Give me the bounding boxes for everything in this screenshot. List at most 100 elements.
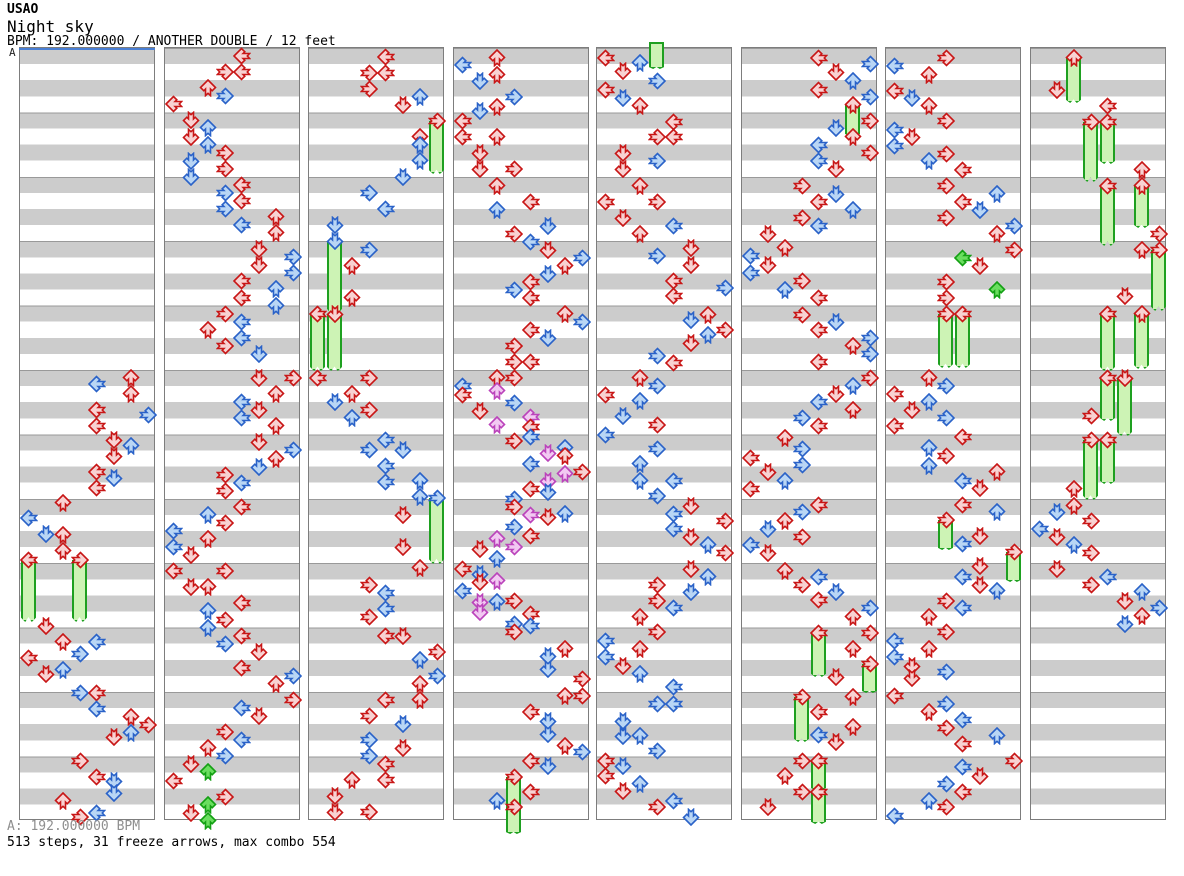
arrow-left-icon (453, 582, 472, 600)
arrow-up-icon (630, 455, 649, 473)
arrow-left-icon (741, 264, 760, 282)
arrow-left-icon (885, 385, 904, 403)
freeze-arrow-body (1083, 440, 1098, 500)
arrow-right-icon (647, 440, 666, 458)
arrow-left-icon (664, 217, 683, 235)
arrow-up-icon (53, 633, 72, 651)
arrow-right-icon (792, 440, 811, 458)
arrow-down-icon (538, 757, 557, 775)
arrow-left-icon (521, 506, 540, 524)
arrow-right-icon (936, 209, 955, 227)
arrow-left-icon (232, 63, 251, 81)
arrow-left-icon (664, 113, 683, 131)
section-bpm-text: A: 192.000000 BPM (7, 819, 141, 834)
arrow-right-icon (860, 624, 879, 642)
arrow-down-icon (758, 798, 777, 816)
arrow-down-icon (681, 560, 700, 578)
arrow-left-icon (596, 632, 615, 650)
arrow-up-icon (1132, 583, 1151, 601)
arrow-down-icon (538, 329, 557, 347)
arrow-left-icon (885, 807, 904, 825)
arrow-up-icon (266, 224, 285, 242)
freeze-arrow-tail (649, 42, 664, 69)
arrow-right-icon (860, 112, 879, 130)
arrow-right-icon (647, 798, 666, 816)
freeze-arrow-body (811, 633, 826, 677)
arrow-up-icon (121, 708, 140, 726)
arrow-left-icon (953, 599, 972, 617)
arrow-left-icon (885, 417, 904, 435)
arrow-up-icon (919, 792, 938, 810)
arrow-left-icon (19, 509, 38, 527)
arrow-down-icon (758, 256, 777, 274)
arrow-down-icon (104, 447, 123, 465)
arrow-right-icon (936, 719, 955, 737)
arrow-down-icon (538, 241, 557, 259)
arrow-left-icon (232, 329, 251, 347)
arrow-down-icon (1115, 592, 1134, 610)
arrow-up-icon (342, 771, 361, 789)
arrow-right-icon (572, 249, 591, 267)
arrow-left-icon (885, 648, 904, 666)
arrow-down-icon (902, 128, 921, 146)
arrow-up-icon (1132, 607, 1151, 625)
arrow-left-icon (664, 520, 683, 538)
arrow-down-icon (1047, 560, 1066, 578)
arrow-up-icon (630, 775, 649, 793)
freeze-arrow-body (1100, 440, 1115, 484)
arrow-up-icon (198, 619, 217, 637)
arrow-up-icon (198, 119, 217, 137)
arrow-right-icon (215, 160, 234, 178)
arrow-down-icon (36, 525, 55, 543)
arrow-right-icon (860, 55, 879, 73)
arrow-up-icon (487, 572, 506, 590)
arrow-left-icon (521, 428, 540, 446)
arrow-right-icon (792, 576, 811, 594)
arrow-left-icon (664, 472, 683, 490)
arrow-down-icon (902, 89, 921, 107)
arrow-down-icon (538, 660, 557, 678)
arrow-down-icon (613, 89, 632, 107)
freeze-arrow-body (1134, 186, 1149, 228)
arrow-left-icon (596, 81, 615, 99)
arrow-right-icon (936, 663, 955, 681)
arrow-up-icon (555, 439, 574, 457)
arrow-left-icon (1098, 568, 1117, 586)
arrow-up-icon (919, 457, 938, 475)
arrow-down-icon (538, 265, 557, 283)
arrow-left-icon (596, 386, 615, 404)
arrow-right-icon (936, 447, 955, 465)
arrow-right-icon (936, 177, 955, 195)
arrow-right-icon (283, 264, 302, 282)
arrow-right-icon (283, 369, 302, 387)
arrow-up-icon (630, 727, 649, 745)
arrow-right-icon (792, 272, 811, 290)
arrow-left-icon (953, 711, 972, 729)
arrow-up-icon (198, 602, 217, 620)
arrow-left-icon (596, 767, 615, 785)
arrow-right-icon (283, 441, 302, 459)
arrow-down-icon (393, 715, 412, 733)
arrow-up-icon (410, 136, 429, 154)
arrow-up-icon (843, 401, 862, 419)
arrow-down-icon (826, 733, 845, 751)
arrow-right-icon (359, 241, 378, 259)
arrow-right-icon (138, 406, 157, 424)
arrow-up-icon (698, 536, 717, 554)
arrow-down-icon (325, 216, 344, 234)
arrow-up-icon (198, 136, 217, 154)
arrow-left-icon (741, 449, 760, 467)
arrow-down-icon (249, 256, 268, 274)
arrow-left-icon (232, 627, 251, 645)
arrow-left-icon (809, 136, 828, 154)
arrow-right-icon (70, 684, 89, 702)
arrow-down-icon (470, 402, 489, 420)
arrow-down-icon (249, 401, 268, 419)
arrow-left-icon (809, 152, 828, 170)
arrow-up-icon (53, 494, 72, 512)
arrow-right-icon (359, 184, 378, 202)
arrow-left-icon (164, 522, 183, 540)
arrow-down-icon (249, 240, 268, 258)
arrow-down-icon (970, 576, 989, 594)
arrow-right-icon (860, 88, 879, 106)
